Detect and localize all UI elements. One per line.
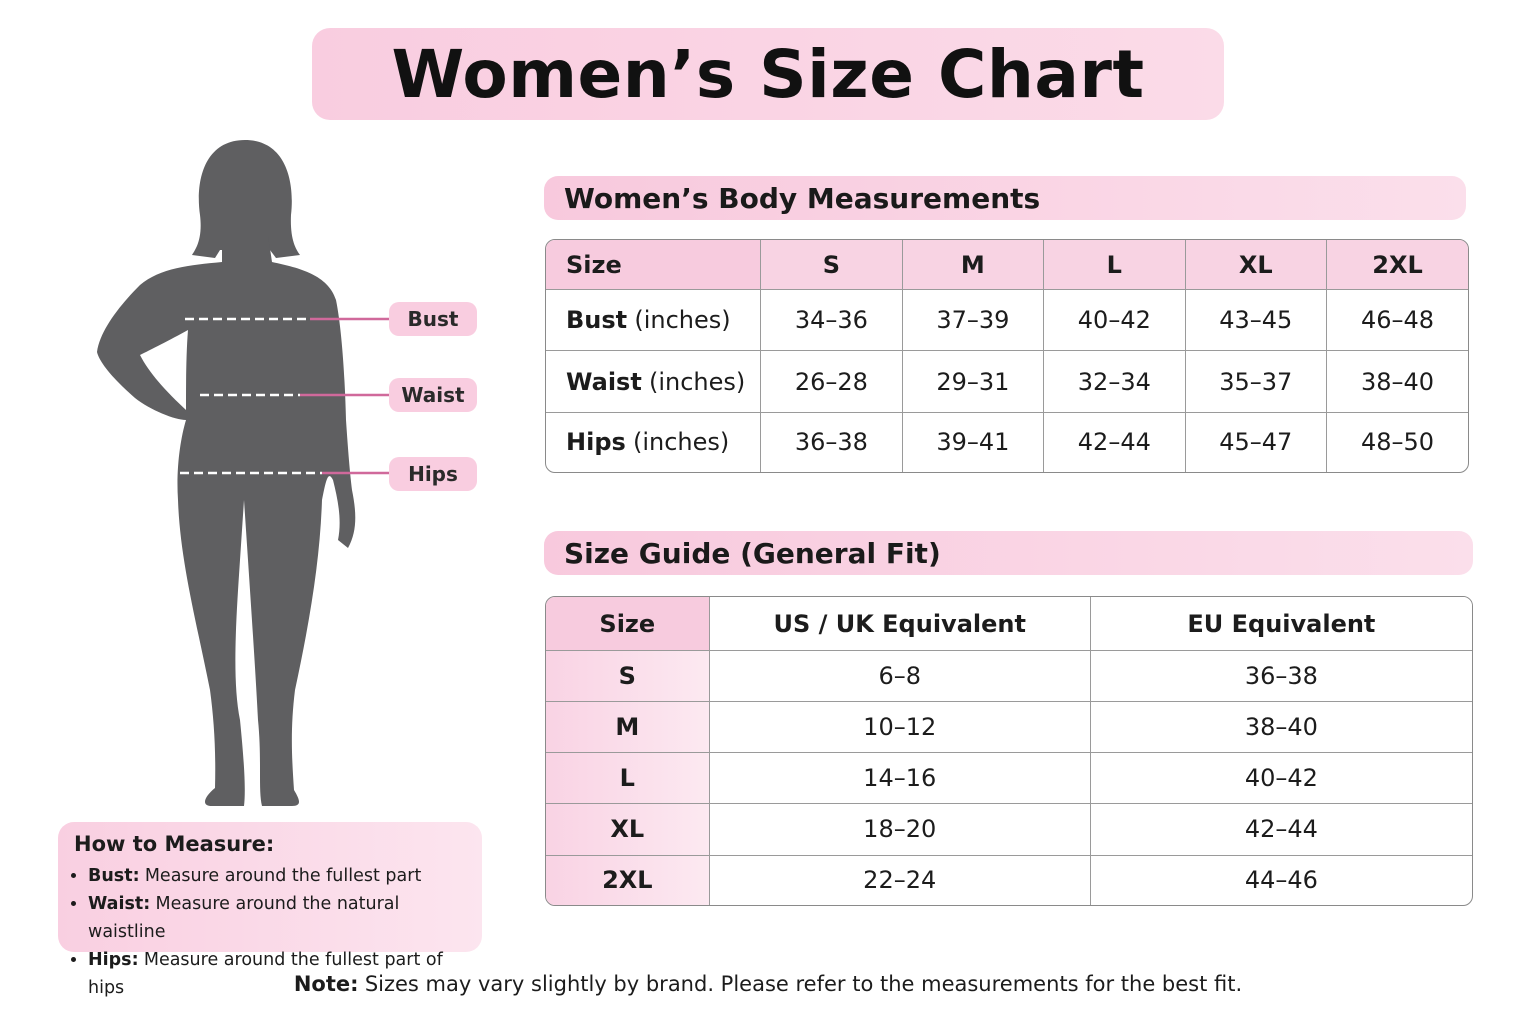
cell: 40–42 bbox=[1090, 753, 1472, 805]
cell: 36–38 bbox=[1090, 651, 1472, 703]
note: Note: Sizes may vary slightly by brand. P… bbox=[0, 972, 1536, 996]
how-to-text: Measure around the fullest part of hips bbox=[88, 950, 443, 998]
cell: 29–31 bbox=[902, 351, 1045, 413]
cell: 35–37 bbox=[1185, 351, 1328, 413]
how-to-text: Measure around the fullest part bbox=[144, 866, 422, 886]
cell: 44–46 bbox=[1244, 866, 1318, 895]
table-row: Bust (inches) 34–36 37–39 40–42 43–45 46–48 bbox=[546, 290, 1468, 352]
row-label: Bust bbox=[566, 306, 628, 335]
how-to-term: Hips: bbox=[88, 950, 139, 970]
cell: 45–47 bbox=[1186, 412, 1328, 472]
silhouette bbox=[97, 140, 390, 806]
cell: 6–8 bbox=[709, 651, 1091, 703]
table-row: 2XL 22–24 44–46 bbox=[546, 855, 1472, 905]
how-to-item: Hips:Measure around the fullest part of … bbox=[88, 946, 466, 1002]
title-banner: Women’s Size Chart bbox=[312, 28, 1224, 120]
cell: XL bbox=[546, 804, 710, 856]
cell: 18–20 bbox=[709, 804, 1091, 856]
section-title: Women’s Body Measurements bbox=[544, 176, 1466, 220]
cell: L bbox=[546, 753, 710, 805]
guide-table: Size US / UK Equivalent EU Equivalent S 6–8 3… bbox=[545, 596, 1473, 906]
how-to-term: Waist: bbox=[88, 894, 151, 914]
header-cell: XL bbox=[1185, 240, 1328, 290]
page-title: Women’s Size Chart bbox=[391, 35, 1145, 113]
cell: 40–42 bbox=[1044, 290, 1186, 352]
header-cell: M bbox=[902, 240, 1045, 290]
table-row: XL 18–20 42–44 bbox=[546, 804, 1472, 856]
header-cell: 2XL bbox=[1327, 240, 1468, 290]
cell: 26–28 bbox=[761, 351, 903, 413]
cell: 34–36 bbox=[761, 290, 903, 352]
note-text: Sizes may vary slightly by brand. Please… bbox=[364, 972, 1243, 996]
header-cell: EU Equivalent bbox=[1090, 597, 1472, 651]
cell: 10–12 bbox=[709, 702, 1091, 754]
header-row: Size S M L XL 2XL bbox=[546, 240, 1468, 290]
cell: 37–39 bbox=[902, 290, 1045, 352]
row-unit: (inches) bbox=[648, 367, 746, 396]
header-cell: Size bbox=[546, 597, 710, 651]
row-label: Hips bbox=[566, 428, 626, 457]
how-to-box: How to Measure: Bust:Measure around the … bbox=[58, 822, 482, 998]
measurements-table: Size S M L XL 2XL Bust (inches) 34–36 37–39 40–42 4… bbox=[545, 239, 1469, 473]
cell: M bbox=[546, 702, 710, 754]
how-to-list: Bust:Measure around the fullest partWais… bbox=[74, 862, 466, 1002]
how-to-title: How to Measure: bbox=[74, 832, 275, 856]
cell: 22–24 bbox=[710, 855, 1091, 905]
cell: 2XL bbox=[546, 855, 710, 905]
cell: 42–44 bbox=[1044, 412, 1186, 472]
figure-label: Bust bbox=[389, 302, 477, 336]
figure-label: Waist bbox=[389, 378, 477, 412]
header-row: Size US / UK Equivalent EU Equivalent bbox=[546, 597, 1472, 651]
cell: S bbox=[546, 651, 710, 703]
row-label-cell: Bust (inches) bbox=[546, 290, 762, 352]
row-unit: (inches) bbox=[634, 306, 731, 335]
table-row: Waist (inches) 26–28 29–31 32–34 35–37 38–40 bbox=[546, 351, 1468, 413]
how-to-item: Bust:Measure around the fullest part bbox=[88, 862, 466, 890]
cell: 38–40 bbox=[1327, 351, 1468, 413]
header-cell: L bbox=[1044, 240, 1186, 290]
how-to-text: Measure around the natural waistline bbox=[88, 894, 400, 942]
cell: 38–40 bbox=[1090, 702, 1472, 754]
header-cell: US / UK Equivalent bbox=[709, 597, 1091, 651]
cell: 39–41 bbox=[903, 412, 1045, 472]
cell: 42–44 bbox=[1090, 804, 1472, 856]
header-cell: S bbox=[761, 240, 903, 290]
table-row: Hips (inches) 36–38 39–41 42–44 45–47 48–50 bbox=[546, 412, 1468, 472]
cell: 43–45 bbox=[1185, 290, 1328, 352]
cell: 32–34 bbox=[1044, 351, 1186, 413]
cell: 48–50 bbox=[1360, 428, 1435, 457]
row-label: Waist bbox=[566, 367, 642, 396]
section-title: Size Guide (General Fit) bbox=[544, 531, 1473, 575]
cell: 14–16 bbox=[709, 753, 1091, 805]
cell: 36–38 bbox=[761, 412, 903, 472]
table-row: M 10–12 38–40 bbox=[546, 702, 1472, 754]
cell: 46–48 bbox=[1327, 290, 1468, 352]
row-label-cell: Waist (inches) bbox=[546, 351, 762, 413]
note-term: Note: bbox=[293, 972, 359, 996]
row-label-cell: Hips (inches) bbox=[546, 412, 762, 472]
header-cell: Size bbox=[546, 240, 762, 290]
figure-label: Hips bbox=[389, 457, 477, 491]
row-unit: (inches) bbox=[632, 428, 730, 457]
how-to-item: Waist:Measure around the natural waistli… bbox=[88, 890, 466, 946]
table-row: L 14–16 40–42 bbox=[546, 753, 1472, 805]
table-row: S 6–8 36–38 bbox=[546, 651, 1472, 703]
how-to-term: Bust: bbox=[88, 866, 140, 886]
